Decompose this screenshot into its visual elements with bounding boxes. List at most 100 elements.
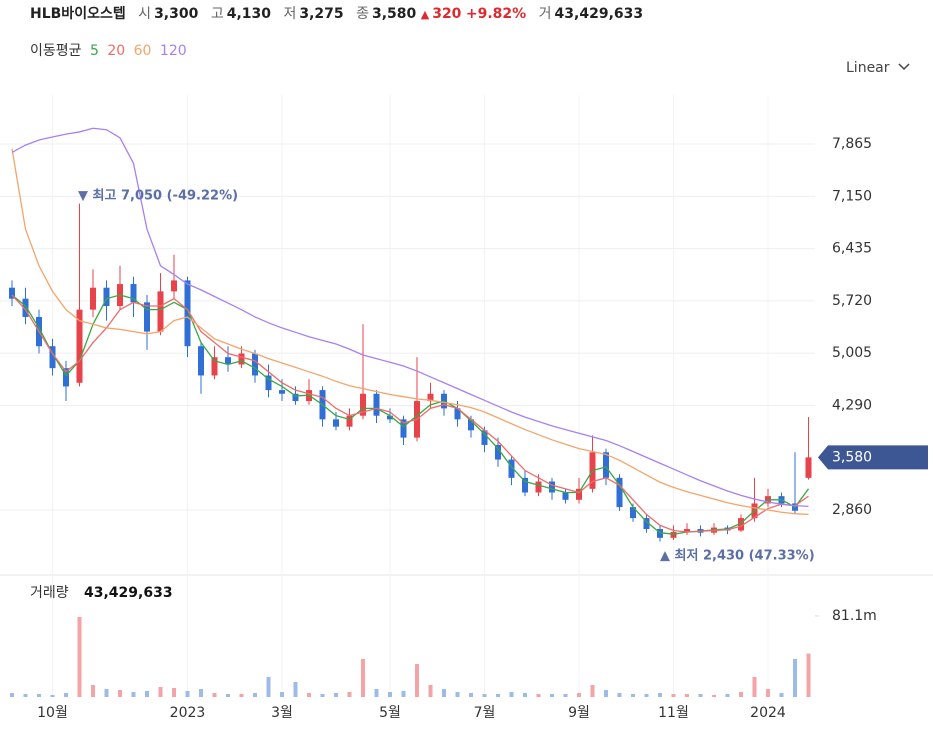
volume-bar [185, 691, 190, 697]
y-tick-label: 5,720 [832, 293, 872, 309]
volume-bar [496, 694, 500, 697]
volume-bar [145, 691, 149, 697]
volume-bar [698, 694, 703, 697]
ma-line [11, 294, 809, 533]
volume-bar [766, 689, 770, 697]
legend-entry[interactable]: 20 [107, 43, 126, 59]
volume-bar [644, 694, 649, 697]
candle-body [292, 393, 299, 402]
candle-body [198, 346, 204, 376]
candle-body [22, 298, 29, 317]
candle-body [265, 375, 272, 391]
candle-body [9, 287, 15, 299]
candle-body [252, 353, 258, 376]
candle-body [346, 415, 353, 427]
x-tick-label: 7월 [474, 705, 496, 721]
candle-body [76, 309, 83, 383]
volume-bar [320, 694, 325, 697]
volume-bar [266, 677, 271, 697]
candle-body [670, 531, 677, 538]
low-annotation: ▲ 최저 2,430 (47.33%) [660, 549, 815, 564]
x-tick-label: 5월 [379, 705, 401, 721]
candle-body [279, 390, 285, 394]
volume-bar [104, 689, 109, 697]
quote-header: HLB바이오스텝 시 3,300 고 4,130 저 3,275 종 3,580 ▲ 32… [30, 3, 643, 23]
scale-button[interactable]: Linear [846, 60, 910, 76]
volume-title: 거래량 [30, 585, 69, 601]
y-tick-label: 4,290 [832, 397, 872, 413]
chevron-icon [898, 63, 910, 71]
volume-bar [415, 664, 419, 697]
candle-body [238, 353, 245, 365]
last-price-badge [818, 445, 928, 470]
volume-bar [604, 690, 608, 697]
candle-body [508, 459, 515, 478]
volume-bar [779, 693, 784, 697]
volume-bar [712, 695, 716, 697]
volume-bar [550, 694, 554, 697]
volume-bar [469, 693, 473, 697]
candle-body [360, 393, 366, 416]
y-tick-label: 7,150 [832, 188, 872, 204]
candle-body [211, 357, 218, 376]
candle-body [495, 444, 501, 460]
volume-bar [199, 689, 203, 697]
volume-bar [77, 617, 82, 697]
volume-bar [253, 693, 257, 697]
y-tick-label: 5,005 [832, 345, 872, 361]
legend-entry[interactable]: 120 [159, 43, 187, 59]
change-value: 320 [432, 6, 462, 22]
volume-bar [23, 694, 28, 697]
volume-bar [739, 692, 743, 697]
volume-bar [158, 687, 163, 697]
volume-bar [685, 694, 689, 697]
volume-bar [172, 688, 176, 697]
x-tick-label: 2023 [170, 705, 206, 721]
candle-body [576, 488, 582, 500]
legend-entry[interactable]: 5 [89, 43, 99, 59]
stock-name: HLB바이오스텝 [30, 6, 126, 22]
candle-body [481, 430, 488, 445]
volume-bar [307, 693, 311, 697]
candle-body [562, 492, 569, 500]
candle-body [630, 507, 636, 519]
candle-body [63, 368, 69, 387]
candle-body [522, 477, 528, 493]
volume-bar [428, 685, 433, 697]
volume-bar [50, 695, 55, 697]
legend-entry[interactable]: 60 [133, 43, 152, 59]
candle-body [373, 393, 380, 416]
candle-body [468, 419, 474, 431]
candle-body [603, 452, 609, 478]
volume-value: 43,429,633 [554, 6, 644, 22]
y-tick-label: 7,865 [832, 136, 872, 152]
volume-bar [280, 692, 284, 697]
high-label: 고 [210, 6, 224, 22]
close-label: 종 [356, 6, 369, 22]
candle-body [184, 280, 191, 347]
candle-body [144, 302, 150, 332]
y-tick-label: 81.1m [832, 608, 877, 624]
volume-bar [631, 694, 635, 697]
candle-body [90, 287, 96, 310]
open-value: 3,300 [154, 6, 199, 22]
volume-label: 거 [538, 6, 552, 22]
candle-body [157, 291, 164, 332]
candle-body [49, 346, 56, 369]
change-arrow: ▲ [420, 8, 430, 21]
candle-body [454, 408, 461, 420]
volume-bar [10, 693, 14, 697]
volume-bar [523, 693, 527, 697]
y-tick-label: 2,860 [832, 502, 872, 518]
x-tick-label: 10월 [37, 705, 68, 721]
x-tick-label: 9월 [568, 705, 590, 721]
x-tick-label: 3월 [271, 705, 293, 721]
candle-body [657, 529, 663, 538]
candle-body [387, 415, 393, 420]
candle-body [643, 518, 650, 530]
volume-bar [212, 693, 217, 697]
volume-bar [577, 693, 581, 697]
last-price-label: 3,580 [832, 449, 872, 465]
candle-body [805, 457, 812, 478]
